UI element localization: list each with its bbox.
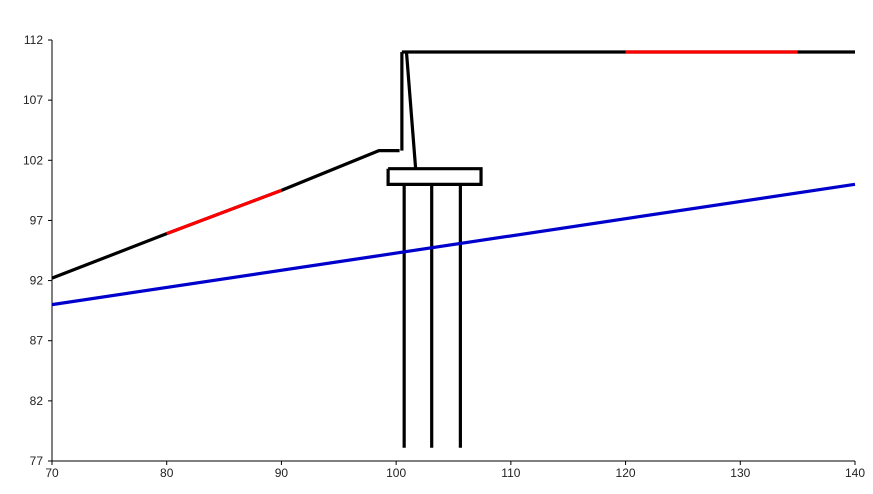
y-tick-label: 87	[30, 334, 44, 348]
series-line	[386, 167, 483, 186]
series-line	[404, 51, 418, 169]
series-layer	[51, 50, 856, 448]
y-tick-label: 92	[30, 274, 44, 288]
x-tick-label: 70	[45, 466, 59, 480]
x-tick-label: 110	[501, 466, 520, 480]
y-tick-label: 97	[30, 213, 44, 227]
x-tick-label: 80	[160, 466, 174, 480]
tick-labels: 70 80 90 100 110 120 130 140 112 107 102 97 92 87 82 77	[23, 33, 865, 480]
series-line	[51, 182, 856, 307]
axes	[51, 40, 855, 462]
y-tick-label: 107	[23, 93, 43, 107]
y-tick-label: 102	[23, 153, 43, 167]
x-tick-label: 130	[730, 466, 750, 480]
x-tick-label: 100	[386, 466, 406, 480]
x-tick-label: 90	[275, 466, 289, 480]
x-tick-label: 140	[845, 466, 865, 480]
series-line	[166, 188, 282, 236]
y-tick-label: 77	[30, 454, 44, 468]
y-tick-label: 82	[30, 394, 44, 408]
y-tick-label: 112	[24, 33, 43, 47]
x-tick-label: 120	[616, 466, 636, 480]
